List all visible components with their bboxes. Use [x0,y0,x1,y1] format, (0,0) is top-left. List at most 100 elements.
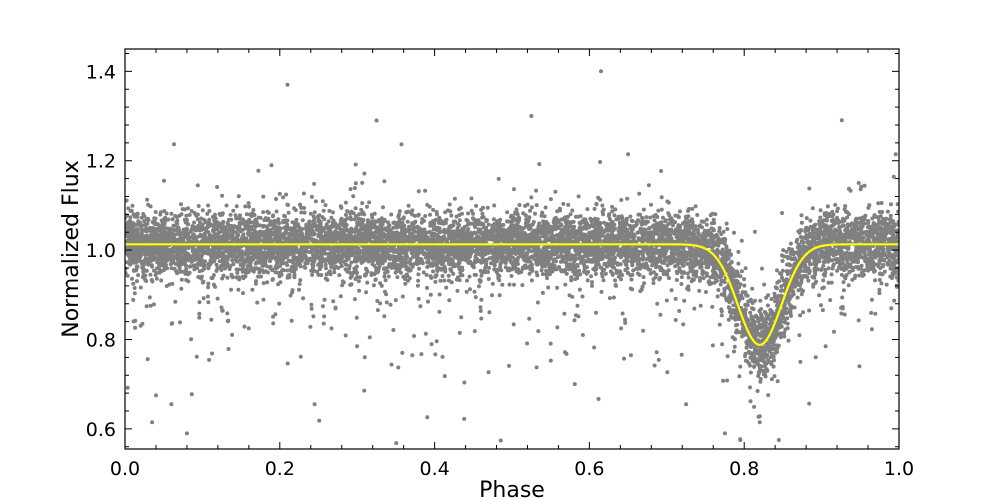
data-point [266,210,271,215]
data-point [131,297,136,302]
data-point [154,276,159,281]
data-point [735,330,740,335]
data-point [320,304,325,309]
data-point [596,397,601,401]
data-point [324,266,328,271]
data-point [534,188,539,193]
data-point [529,278,534,283]
data-point [602,267,607,272]
data-point [206,281,211,286]
data-point [561,201,566,206]
data-point [244,212,249,217]
data-point [197,315,202,320]
data-point [665,263,670,268]
data-point [308,324,313,329]
data-point [197,220,202,225]
data-point [724,244,729,249]
data-point [819,267,824,271]
data-point [240,274,245,279]
data-point [230,332,235,337]
data-point [349,260,354,265]
data-point [536,329,541,334]
data-point [424,272,429,277]
data-point [540,272,545,277]
data-point [580,294,585,299]
data-point [246,201,251,206]
data-point [798,313,803,318]
data-point [451,271,456,276]
data-point [462,416,467,421]
data-point [176,263,181,268]
data-point [209,317,214,322]
data-point [704,222,709,227]
data-point [349,217,354,222]
data-point [187,264,192,269]
data-point [766,315,771,320]
data-point [889,202,893,207]
data-point [399,142,404,147]
data-point [888,213,893,218]
data-point [594,201,599,206]
data-point [308,211,313,216]
data-point [798,228,803,233]
data-point [437,292,442,297]
data-point [756,374,761,378]
data-point [428,212,432,217]
data-point [564,271,569,276]
data-point [665,370,670,375]
data-point [771,483,775,487]
data-point [351,194,356,199]
data-point [197,311,202,316]
data-point [442,374,447,379]
data-point [693,224,698,229]
data-point [552,257,557,262]
data-point [630,219,635,223]
data-point [661,215,665,220]
data-point [381,205,385,210]
data-point [416,272,421,277]
data-point [192,220,197,225]
data-point [247,204,251,209]
data-point [358,275,362,280]
data-point [255,300,260,305]
data-point [343,200,348,205]
data-point [656,208,661,213]
data-point [736,249,741,254]
data-point [271,321,276,326]
data-point [748,370,753,375]
data-point [677,309,682,313]
data-point [274,209,279,214]
data-point [828,298,833,303]
data-point [474,203,479,208]
data-point [725,227,730,231]
data-point [326,219,331,224]
data-point [391,225,396,230]
data-point [443,269,448,274]
data-point [189,392,194,397]
data-point [875,246,879,251]
data-point [857,364,862,369]
data-point [801,240,806,245]
data-point [234,204,239,209]
data-point [853,273,858,278]
data-point [492,203,497,208]
data-point [867,203,872,208]
data-point [835,268,840,273]
data-point [468,287,472,292]
data-point [886,237,891,242]
data-point [261,281,266,286]
data-point [820,286,825,291]
data-point [629,277,634,282]
data-point [761,455,765,459]
data-point [403,277,408,281]
data-point [395,275,400,280]
data-point [805,275,810,280]
data-point [132,286,137,290]
data-point [685,261,690,266]
data-point [431,207,436,212]
data-point [206,285,211,290]
data-point [766,393,771,398]
data-point [207,357,212,362]
data-point [451,223,456,228]
data-point [896,222,899,227]
